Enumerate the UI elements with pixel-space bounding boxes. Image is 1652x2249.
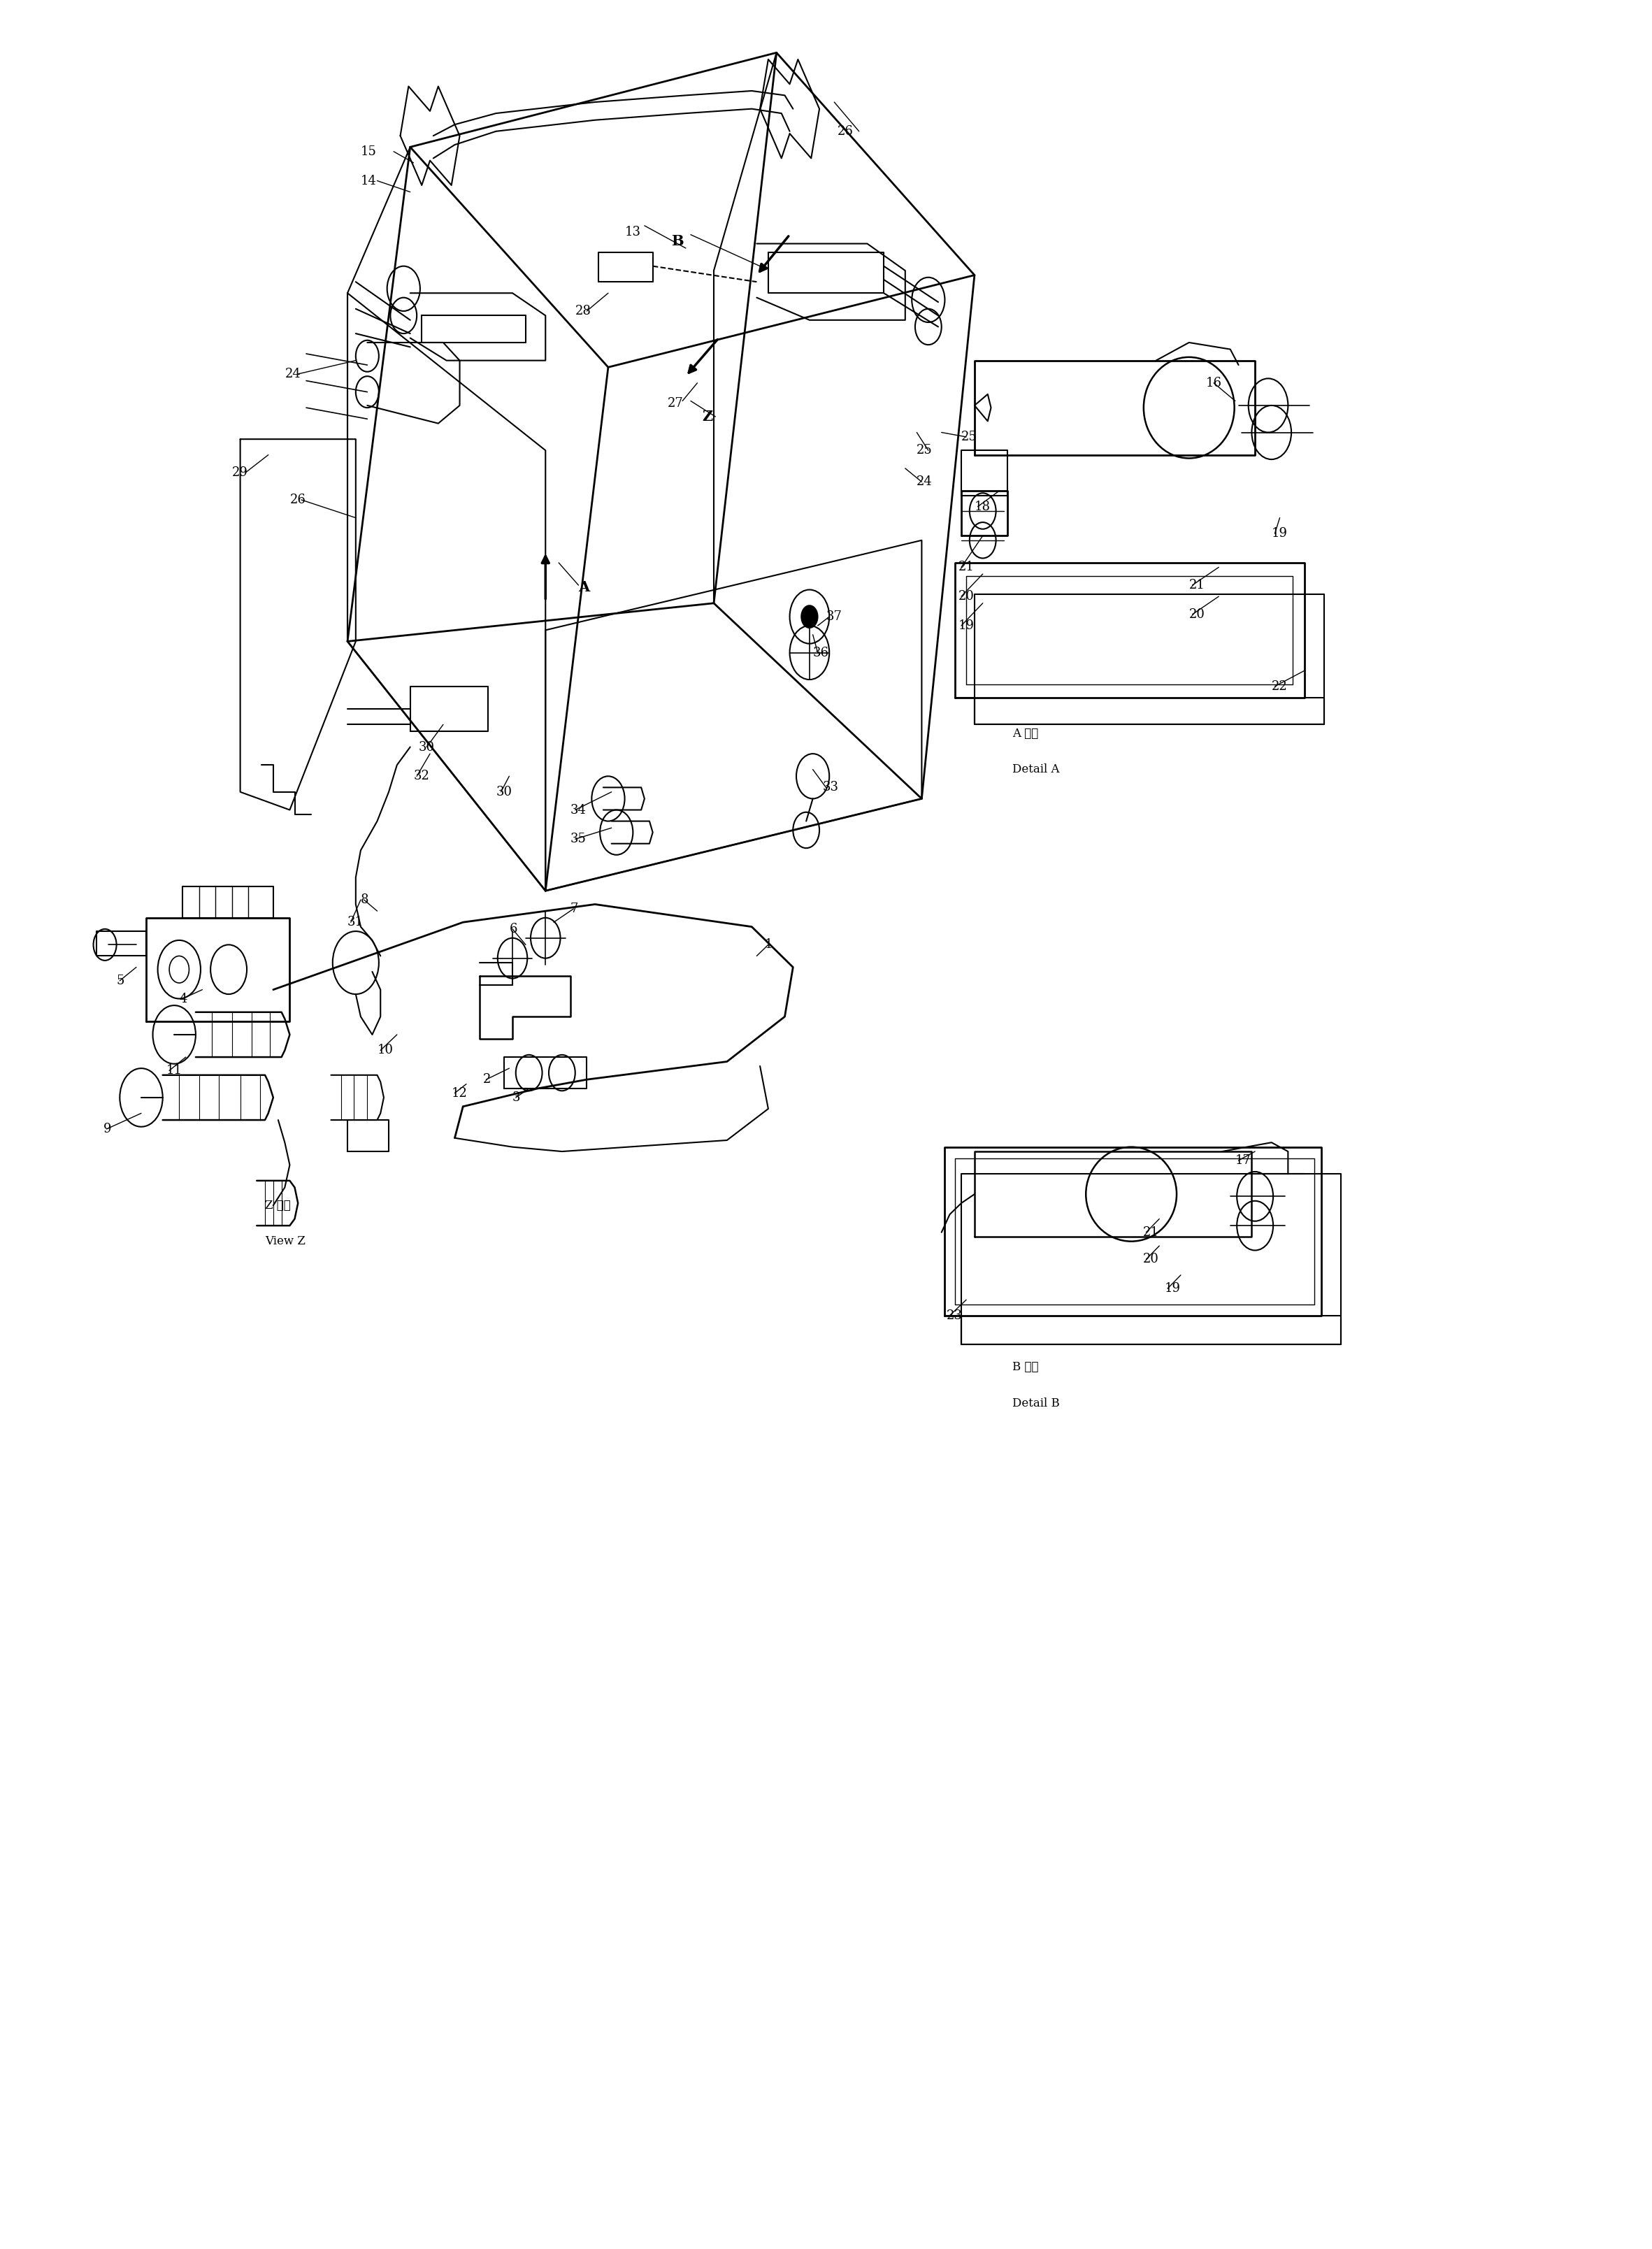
Text: 29: 29 (231, 466, 248, 479)
Text: 20: 20 (1189, 607, 1204, 621)
Text: Detail B: Detail B (1013, 1397, 1061, 1410)
Text: 8: 8 (360, 893, 368, 906)
Text: 21: 21 (958, 560, 975, 573)
Text: B: B (671, 234, 684, 247)
Text: 14: 14 (360, 175, 377, 187)
Text: 22: 22 (1272, 679, 1287, 693)
Text: 11: 11 (165, 1064, 182, 1077)
Text: 35: 35 (570, 832, 586, 846)
Text: View Z: View Z (264, 1235, 306, 1248)
Text: 26: 26 (289, 493, 306, 506)
Text: 21: 21 (1189, 578, 1204, 591)
Text: A: A (578, 580, 590, 594)
Text: 31: 31 (347, 915, 363, 929)
Text: 16: 16 (1206, 376, 1221, 389)
Text: 37: 37 (826, 609, 843, 623)
Text: 23: 23 (947, 1309, 963, 1322)
Text: 10: 10 (377, 1044, 393, 1057)
Text: Z 見図: Z 見図 (264, 1199, 291, 1212)
Text: 19: 19 (1165, 1282, 1180, 1295)
Text: 4: 4 (178, 992, 187, 1005)
Text: A 詳細: A 詳細 (1013, 729, 1039, 740)
Text: 2: 2 (482, 1073, 491, 1086)
Circle shape (801, 605, 818, 627)
Text: 36: 36 (813, 645, 829, 659)
Text: 19: 19 (958, 618, 975, 632)
Text: 17: 17 (1236, 1154, 1251, 1167)
Text: 3: 3 (512, 1091, 520, 1104)
Text: 25: 25 (961, 430, 978, 443)
Text: 9: 9 (104, 1122, 111, 1136)
Text: 5: 5 (117, 974, 124, 987)
Text: 33: 33 (823, 780, 839, 794)
Text: 30: 30 (418, 740, 434, 753)
Text: 21: 21 (1143, 1226, 1158, 1239)
Text: 30: 30 (496, 785, 512, 798)
Text: 24: 24 (284, 367, 301, 380)
Text: Z: Z (702, 409, 712, 423)
Text: 34: 34 (570, 803, 586, 816)
Text: 6: 6 (509, 922, 517, 936)
Text: Detail A: Detail A (1013, 762, 1059, 776)
Text: 13: 13 (624, 227, 641, 238)
Text: 20: 20 (1143, 1253, 1158, 1266)
Text: 1: 1 (765, 938, 773, 951)
Text: 15: 15 (360, 146, 377, 157)
Text: B 詳細: B 詳細 (1013, 1361, 1039, 1374)
Text: 27: 27 (667, 396, 684, 409)
Text: 12: 12 (451, 1086, 468, 1100)
Text: 24: 24 (917, 475, 933, 488)
Text: 26: 26 (838, 126, 854, 137)
Text: 19: 19 (1272, 526, 1287, 540)
Text: 25: 25 (917, 443, 933, 457)
Text: 32: 32 (413, 769, 430, 783)
Text: 7: 7 (570, 902, 578, 915)
Text: 28: 28 (575, 306, 591, 317)
Text: 20: 20 (958, 589, 975, 603)
Text: 18: 18 (975, 499, 991, 513)
